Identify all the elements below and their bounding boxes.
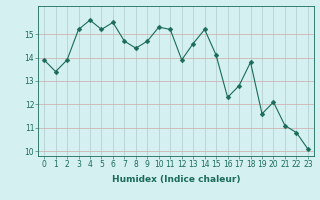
X-axis label: Humidex (Indice chaleur): Humidex (Indice chaleur) [112,175,240,184]
